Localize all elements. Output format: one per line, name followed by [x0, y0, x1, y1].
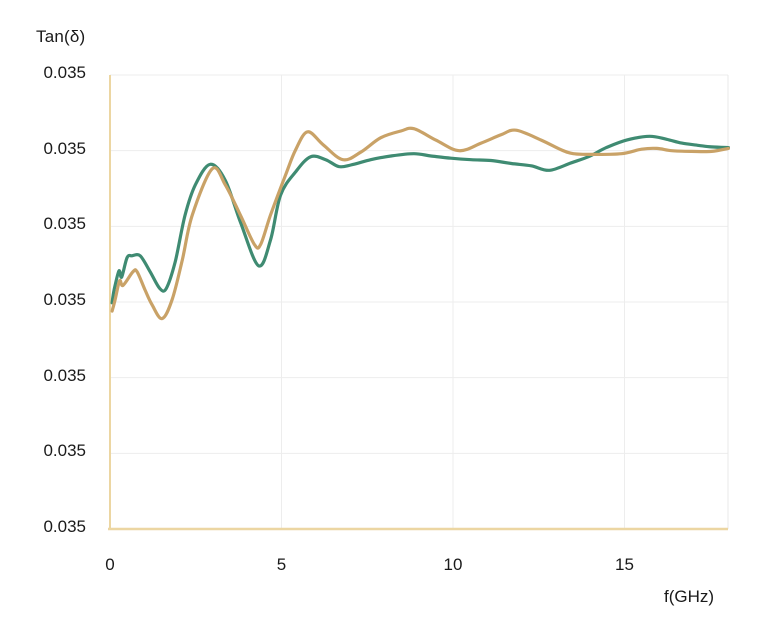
series-teal-line: [110, 134, 730, 305]
y-tick-label: 0.035: [43, 63, 86, 82]
y-tick-label: 0.035: [43, 441, 86, 461]
chart-title: Tan(δ): [36, 27, 86, 46]
x-tick-label: 15: [615, 555, 634, 574]
y-tick-label: 0.035: [43, 517, 86, 536]
y-tick-label: 0.035: [43, 365, 86, 385]
x-tick-label: 10: [443, 555, 463, 574]
y-tick-label: 0.035: [43, 290, 86, 309]
series-tan-line: [110, 126, 730, 321]
y-tick-label: 0.035: [43, 138, 86, 158]
x-axis-label: f(GHz): [664, 587, 715, 606]
x-tick-label: 0: [105, 555, 115, 574]
x-tick-label: 5: [276, 555, 287, 574]
y-tick-label: 0.035: [43, 214, 86, 234]
